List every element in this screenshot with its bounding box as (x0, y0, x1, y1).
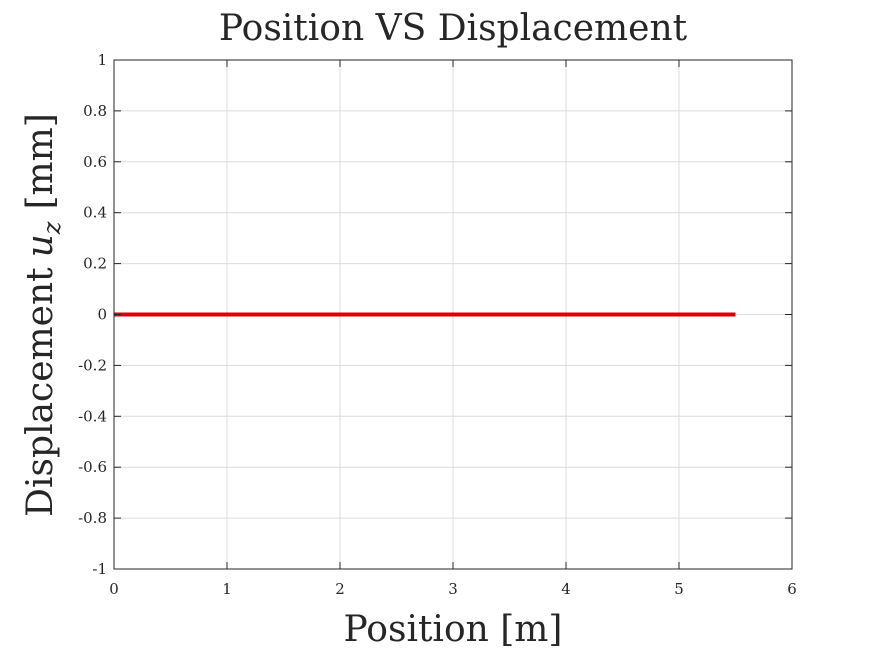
y-tick-label: -0.8 (78, 509, 107, 527)
y-tick-label: -0.2 (78, 356, 107, 374)
y-axis-label-main: Displacement (20, 267, 61, 517)
x-tick-label: 1 (222, 580, 232, 598)
ticks (113, 59, 793, 570)
y-axis-label-var: u (20, 234, 61, 257)
y-tick-label: 0.8 (83, 102, 107, 120)
tick-labels: 0 1 2 3 4 5 6 -1 -0.8 -0.6 -0.4 -0.2 0 0.2 0.4 0.6 0.8 1 (78, 51, 797, 598)
x-tick-label: 2 (335, 580, 345, 598)
y-tick-label: 0.2 (83, 255, 107, 273)
x-tick-label: 4 (561, 580, 571, 598)
y-axis-label-sub: z (38, 221, 66, 235)
y-tick-label: 0.4 (83, 204, 107, 222)
x-tick-label: 0 (109, 580, 119, 598)
x-axis-label: Position [m] (344, 609, 563, 650)
y-axis-label: Displacement uz [mm] (20, 113, 66, 517)
y-axis-label-unit: [mm] (20, 113, 61, 209)
y-tick-label: 0.6 (83, 153, 107, 171)
y-tick-label: -1 (92, 560, 107, 578)
y-tick-label: 0 (97, 306, 107, 324)
y-tick-label: -0.6 (78, 458, 107, 476)
x-tick-label: 3 (448, 580, 458, 598)
x-tick-label: 6 (787, 580, 797, 598)
x-tick-label: 5 (674, 580, 684, 598)
y-tick-label: 1 (97, 51, 107, 69)
chart-title: Position VS Displacement (219, 8, 688, 49)
y-tick-label: -0.4 (78, 407, 107, 425)
